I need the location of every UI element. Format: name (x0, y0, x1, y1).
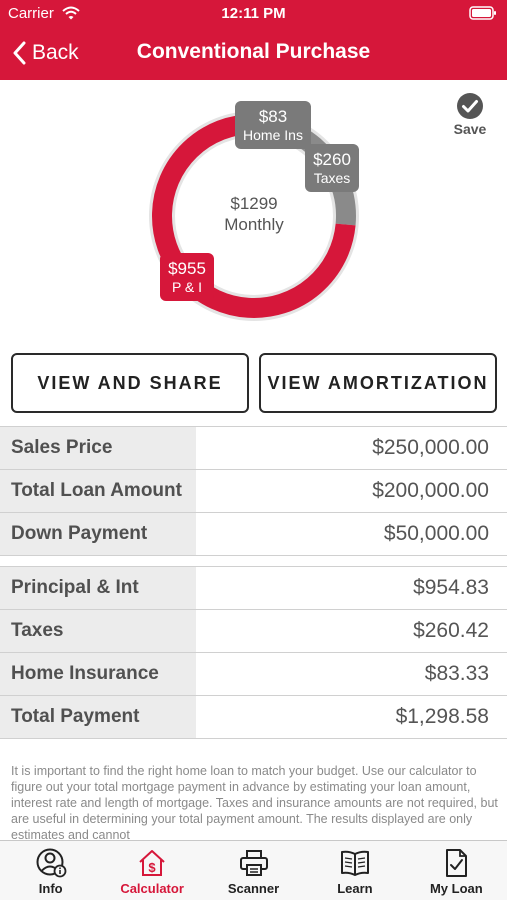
payment-summary-table: Principal & Int $954.83 Taxes $260.42 Ho… (0, 566, 507, 739)
chevron-left-icon (12, 41, 26, 65)
taxes-label: Taxes (313, 169, 351, 186)
row-label: Principal & Int (0, 567, 196, 609)
tab-label: Calculator (120, 881, 184, 896)
table-row: Total Loan Amount $200,000.00 (0, 470, 507, 513)
row-value: $83.33 (424, 662, 489, 685)
printer-icon (203, 848, 304, 878)
taxes-tag: $260 Taxes (305, 144, 359, 192)
pi-amount: $955 (168, 259, 206, 278)
pi-tag: $955 P & I (160, 253, 214, 301)
row-value: $50,000.00 (383, 522, 489, 545)
row-value: $954.83 (413, 576, 489, 599)
tab-learn[interactable]: Learn (304, 841, 405, 900)
tab-label: Info (38, 881, 63, 896)
row-label: Taxes (0, 610, 196, 652)
disclaimer-text: It is important to find the right home l… (11, 764, 498, 839)
tab-label: My Loan (429, 881, 483, 896)
wifi-icon (62, 6, 80, 25)
pi-label: P & I (171, 278, 203, 295)
home-ins-tag: $83 Home Ins (235, 101, 311, 149)
tab-label: Scanner (227, 881, 280, 896)
tab-bar: Info $ Calculator Scanner (0, 840, 507, 900)
taxes-amount: $260 (313, 150, 351, 169)
row-value: $260.42 (413, 619, 489, 642)
table-row: Sales Price $250,000.00 (0, 427, 507, 470)
table-row: Home Insurance $83.33 (0, 653, 507, 696)
save-label: Save (453, 121, 487, 137)
person-info-icon (0, 848, 101, 878)
checkmark-circle-icon (448, 92, 492, 120)
battery-icon (469, 6, 497, 25)
status-bar: Carrier 12:11 PM (0, 0, 507, 28)
row-label: Total Payment (0, 696, 196, 738)
table-row: Principal & Int $954.83 (0, 567, 507, 610)
row-label: Down Payment (0, 513, 196, 555)
row-label: Total Loan Amount (0, 470, 196, 512)
save-button[interactable]: Save (448, 92, 492, 137)
back-button[interactable]: Back (12, 38, 79, 68)
tab-info[interactable]: Info (0, 841, 101, 900)
tab-my-loan[interactable]: My Loan (406, 841, 507, 900)
row-label: Home Insurance (0, 653, 196, 695)
document-check-icon (406, 848, 507, 878)
carrier-label: Carrier (8, 5, 54, 22)
svg-text:$: $ (148, 860, 156, 875)
view-amortization-button[interactable]: VIEW AMORTIZATION (259, 353, 497, 413)
back-label: Back (32, 41, 79, 64)
home-ins-amount: $83 (258, 107, 288, 126)
table-row: Down Payment $50,000.00 (0, 513, 507, 556)
house-dollar-icon: $ (101, 848, 202, 878)
row-value: $250,000.00 (372, 436, 489, 459)
payment-breakdown-chart: $1299 Monthly $83 Home Ins $260 Taxes $9… (0, 80, 507, 342)
row-label: Sales Price (0, 427, 196, 469)
view-and-share-button[interactable]: VIEW AND SHARE (11, 353, 249, 413)
navigation-bar: Back Conventional Purchase (0, 28, 507, 80)
loan-summary-table: Sales Price $250,000.00 Total Loan Amoun… (0, 426, 507, 556)
row-value: $1,298.58 (395, 705, 489, 728)
monthly-label: Monthly (224, 215, 284, 234)
clock: 12:11 PM (221, 5, 286, 22)
tab-calculator[interactable]: $ Calculator (101, 841, 202, 900)
tab-scanner[interactable]: Scanner (203, 841, 304, 900)
table-row: Taxes $260.42 (0, 610, 507, 653)
home-ins-label: Home Ins (243, 126, 303, 143)
row-value: $200,000.00 (372, 479, 489, 502)
tab-label: Learn (337, 881, 373, 896)
open-book-icon (304, 848, 405, 878)
monthly-total: $1299 (230, 194, 278, 213)
table-row: Total Payment $1,298.58 (0, 696, 507, 739)
